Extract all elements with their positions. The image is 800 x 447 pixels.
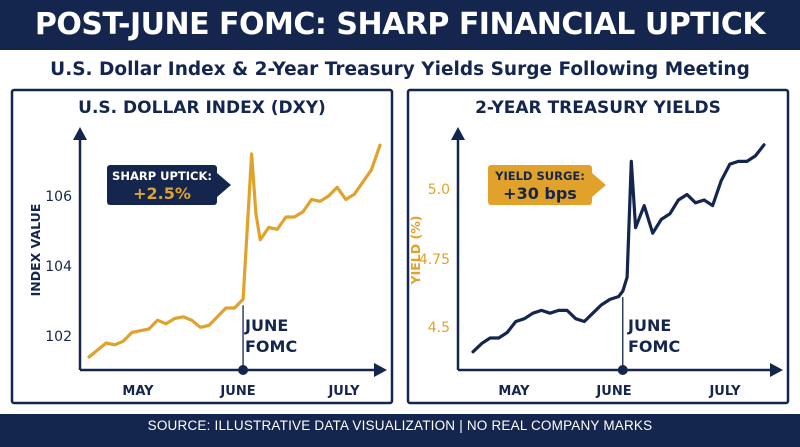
dxy-y-axis-arrow (73, 127, 87, 140)
dxy-y-tick-label: 102 (45, 329, 72, 345)
dxy-callout-value: +2.5% (133, 184, 191, 203)
yield-callout-box (488, 165, 592, 205)
yield-x-tick-label: MAY (498, 384, 530, 399)
yield-x-axis-arrow (770, 363, 783, 377)
dxy-y-tick-label: 104 (45, 259, 72, 275)
yield-y-axis-label: YIELD (%) (408, 216, 423, 286)
yield-x-tick-label: JULY (708, 384, 741, 399)
yield-chart-title: 2-YEAR TREASURY YIELDS (475, 98, 721, 118)
dxy-panel-border (10, 88, 394, 405)
dxy-y-tick-label: 106 (45, 189, 72, 205)
dxy-event-label: JUNE (244, 316, 288, 335)
yield-series-line (471, 143, 766, 354)
dxy-x-tick-label: JUNE (219, 384, 255, 399)
yield-y-tick-label: 5.0 (428, 182, 450, 198)
page-title: POST-JUNE FOMC: SHARP FINANCIAL UPTICK (34, 7, 766, 42)
dxy-chart-title: U.S. DOLLAR INDEX (DXY) (78, 98, 326, 118)
dxy-event-label: FOMC (245, 337, 297, 356)
yield-y-tick-label: 4.5 (428, 320, 450, 336)
dxy-event-marker (238, 365, 249, 375)
yield-x-tick-label: JUNE (595, 384, 631, 399)
dxy-x-tick-label: MAY (122, 384, 154, 399)
yield-event-label: FOMC (628, 337, 680, 356)
dxy-y-axis-label: INDEX VALUE (28, 204, 43, 297)
dxy-x-axis-arrow (374, 363, 387, 377)
yield-y-axis-arrow (451, 127, 465, 140)
yield-callout-label: YIELD SURGE: (494, 169, 585, 183)
yield-callout-pointer (592, 173, 606, 197)
footer-bar (0, 414, 800, 447)
yield-event-marker (617, 365, 628, 375)
title-bar (0, 0, 800, 50)
dxy-x-tick-label: JULY (327, 384, 360, 399)
dxy-callout-box (107, 165, 217, 205)
yield-event-label: JUNE (627, 316, 671, 335)
yield-panel-border (406, 88, 790, 405)
source-footer: SOURCE: ILLUSTRATIVE DATA VISUALIZATION … (147, 418, 653, 433)
page-subtitle: U.S. Dollar Index & 2-Year Treasury Yiel… (50, 59, 750, 80)
dxy-callout-pointer (217, 173, 231, 197)
yield-y-tick-label: 4.75 (419, 252, 450, 268)
dxy-series-line (87, 143, 382, 359)
dxy-callout-label: SHARP UPTICK: (112, 169, 212, 183)
yield-callout-value: +30 bps (503, 184, 577, 203)
